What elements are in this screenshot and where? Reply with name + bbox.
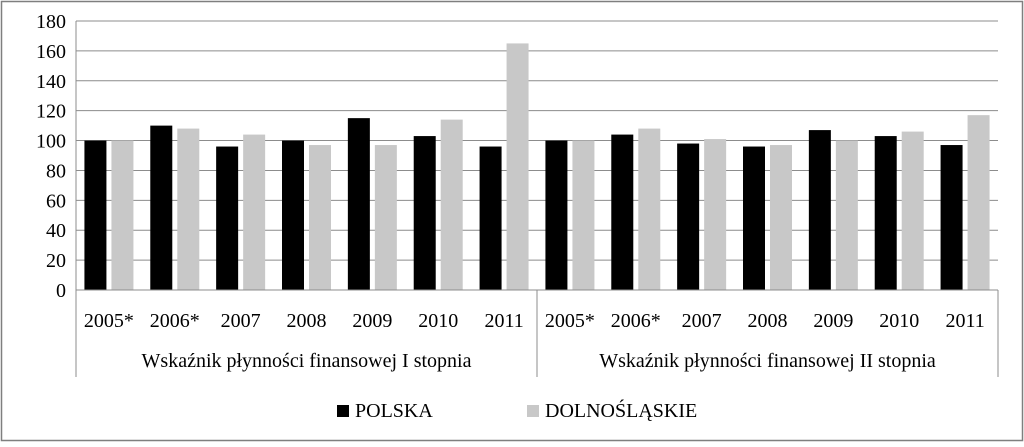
x-tick-label: 2007 xyxy=(221,310,261,332)
bar-dolnoslaskie xyxy=(506,43,529,290)
y-tick-label: 0 xyxy=(56,280,66,302)
bar-polska xyxy=(479,146,502,290)
y-tick-label: 120 xyxy=(36,101,66,123)
bar-dolnoslaskie xyxy=(374,145,397,290)
y-tick-label: 160 xyxy=(36,41,66,63)
x-tick-label: 2005* xyxy=(84,310,134,332)
bar-dolnoslaskie xyxy=(770,145,792,290)
x-tick-label: 2005* xyxy=(545,310,595,332)
x-tick-label: 2007 xyxy=(682,310,722,332)
bar-polska xyxy=(940,145,963,290)
x-tick-label: 2006* xyxy=(150,310,200,332)
y-tick-label: 40 xyxy=(46,220,66,242)
bar-polska xyxy=(216,146,239,290)
bar-dolnoslaskie xyxy=(177,128,200,290)
bar-dolnoslaskie xyxy=(638,128,661,290)
group-label: Wskaźnik płynności finansowej II stopnia xyxy=(599,350,936,372)
bar-dolnoslaskie xyxy=(309,145,331,290)
bar-polska xyxy=(282,140,304,290)
y-tick-label: 20 xyxy=(46,250,66,272)
legend: POLSKA DOLNOŚLĄSKIE xyxy=(337,398,697,422)
x-tick-label: 2009 xyxy=(352,310,392,332)
bar-polska xyxy=(84,140,107,290)
x-tick-label: 2009 xyxy=(813,310,853,332)
bar-dolnoslaskie xyxy=(111,140,134,290)
bar-polska xyxy=(808,130,831,290)
bar-polska xyxy=(545,140,568,290)
x-tick-label: 2011 xyxy=(484,310,523,332)
group-label: Wskaźnik płynności finansowej I stopnia xyxy=(142,350,472,372)
bar-dolnoslaskie xyxy=(901,131,924,290)
bar-dolnoslaskie xyxy=(440,119,463,290)
y-tick-label: 80 xyxy=(46,160,66,182)
legend-swatch xyxy=(527,405,539,417)
bar-dolnoslaskie xyxy=(967,115,990,291)
legend-label: DOLNOŚLĄSKIE xyxy=(545,398,697,422)
x-tick-label: 2011 xyxy=(945,310,984,332)
axes xyxy=(75,21,999,377)
x-tick-label: 2008 xyxy=(287,310,327,332)
bar-polska xyxy=(874,136,897,290)
bars xyxy=(84,43,990,291)
y-tick-label: 60 xyxy=(46,190,66,212)
x-tick-label: 2006* xyxy=(611,310,661,332)
bar-dolnoslaskie xyxy=(704,139,727,290)
legend-label: POLSKA xyxy=(355,400,433,422)
x-tick-label: 2010 xyxy=(418,310,458,332)
bar-polska xyxy=(743,146,765,290)
labels: 0 20 40 60 80 100 120 140 160 180 2005* 2006* 2007 20… xyxy=(36,11,985,372)
y-tick-label: 180 xyxy=(36,11,66,33)
bar-dolnoslaskie xyxy=(572,140,595,290)
bar-dolnoslaskie xyxy=(835,140,858,290)
bar-polska xyxy=(150,125,173,290)
bar-polska xyxy=(677,143,700,290)
x-tick-label: 2008 xyxy=(748,310,788,332)
y-tick-label: 140 xyxy=(36,71,66,93)
y-tick-label: 100 xyxy=(36,131,66,153)
bar-dolnoslaskie xyxy=(243,134,266,290)
bar-polska xyxy=(413,136,436,290)
x-tick-label: 2010 xyxy=(879,310,919,332)
legend-swatch xyxy=(337,405,349,417)
bar-polska xyxy=(611,134,634,290)
bar-polska xyxy=(347,118,370,290)
